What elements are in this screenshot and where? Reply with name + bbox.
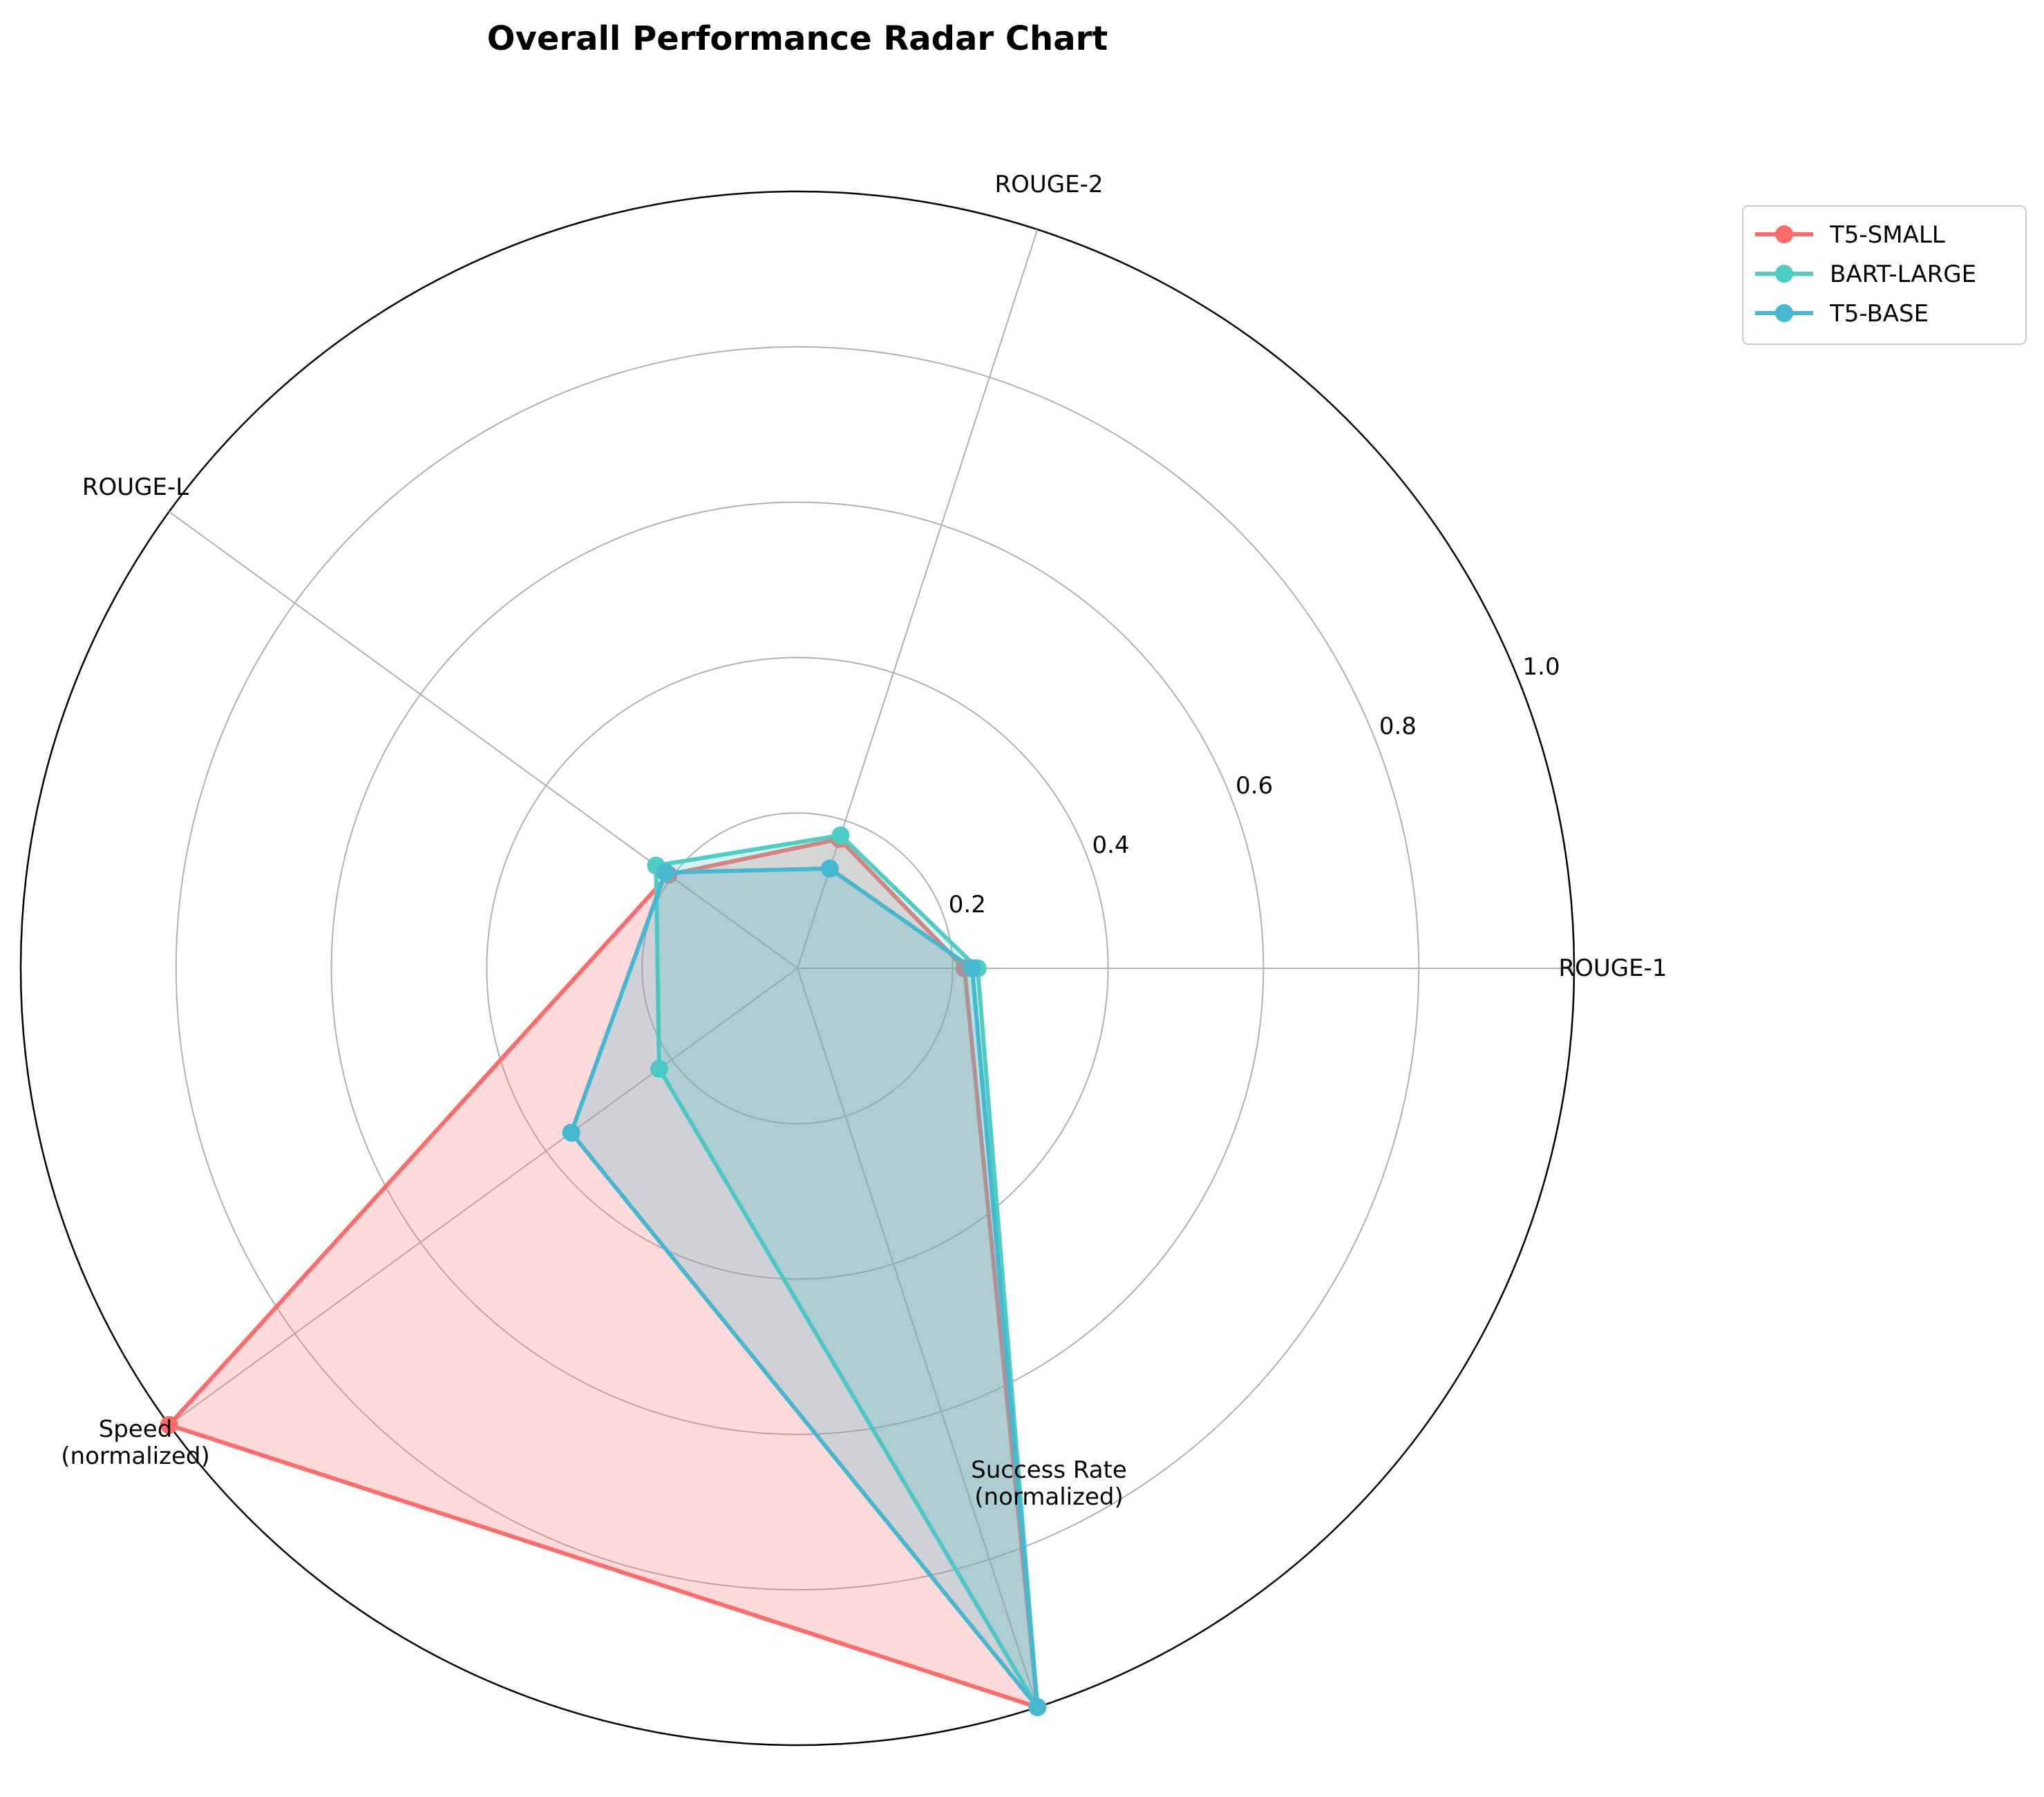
axis-spoke [797,968,1039,1708]
axis-label: Success Rate (normalized) [971,1456,1127,1511]
series-line [569,866,1040,1709]
data-point [1028,1697,1047,1716]
axis-labels: 0.2 0.4 0.6 0.8 1.0 ROUGE-1 ROUGE-2 ROUGE-L Spee… [61,171,1667,1511]
axis-label-line: ROUGE-2 [994,171,1103,198]
r-tick-label: 0.6 [1236,772,1273,800]
data-point [963,959,981,977]
legend-label: T5-SMALL [1829,221,1945,249]
axis-label-line: ROUGE-1 [1558,954,1667,982]
legend-label: BART-LARGE [1830,261,1976,288]
axis-label-line: ROUGE-L [82,473,189,501]
series-area [571,868,1038,1707]
axis-label-line: (normalized) [974,1483,1123,1511]
axis-spoke [169,511,798,969]
legend-swatch-marker [1775,304,1793,322]
axis-spoke [169,968,798,1426]
data-point [831,826,850,845]
series-layer [160,826,1047,1716]
grid [19,190,1575,1747]
data-point [650,1060,668,1078]
axis-label-line: Success Rate [971,1456,1127,1484]
axis-label-line: (normalized) [61,1442,209,1470]
axis-label: ROUGE-1 [1558,954,1667,982]
r-tick-label: 0.4 [1092,831,1129,859]
axis-label: ROUGE-L [82,473,189,501]
axis-label-line: Speed [99,1415,173,1443]
data-point [820,859,839,878]
axis-label: ROUGE-2 [994,171,1103,198]
r-tick-label: 0.2 [949,891,986,919]
series-area [169,838,1038,1707]
legend-swatch-marker [1775,265,1793,283]
legend-label: T5-BASE [1829,300,1929,328]
chart-title: Overall Performance Radar Chart [487,19,1108,58]
data-point [562,1123,580,1142]
r-tick-label: 0.8 [1379,713,1417,740]
r-tick-label: 1.0 [1523,653,1560,681]
legend: T5-SMALL BART-LARGE T5-BASE [1742,205,2027,345]
legend-swatch-marker [1775,225,1793,243]
axis-label: Speed (normalized) [61,1415,209,1470]
data-point [656,863,675,882]
legend-frame [1742,205,2027,345]
series-area [656,835,1038,1707]
data-point [160,1415,178,1434]
